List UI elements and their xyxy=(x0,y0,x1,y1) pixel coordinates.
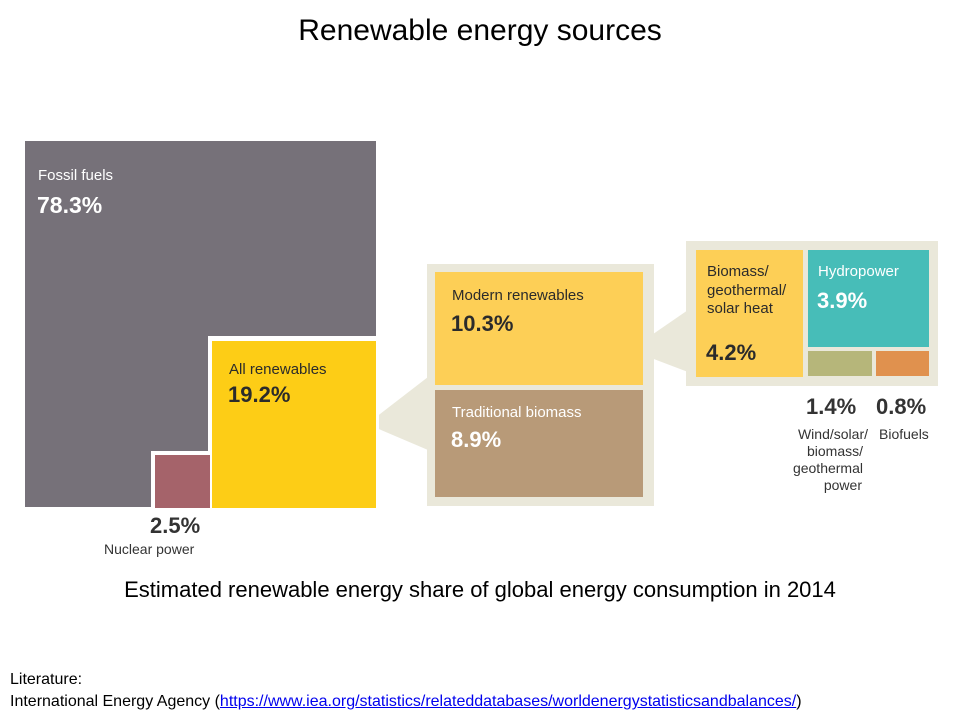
traditional-biomass-block xyxy=(435,390,643,497)
all-renewables-value: 19.2% xyxy=(228,382,290,407)
wind-solar-label-line-2: biomass/ xyxy=(807,443,863,459)
modern-renewables-label: Modern renewables xyxy=(452,287,584,304)
biofuels-label: Biofuels xyxy=(879,426,929,442)
fossil-fuels-label: Fossil fuels xyxy=(38,167,113,184)
wind-solar-label-line-1: Wind/solar/ xyxy=(798,426,868,442)
zoom-connector-modern xyxy=(630,310,688,372)
page-title: Renewable energy sources xyxy=(298,14,662,47)
traditional-biomass-value: 8.9% xyxy=(451,427,501,452)
hydropower-label: Hydropower xyxy=(818,263,899,280)
heat-label-line-2: geothermal/ xyxy=(707,282,787,299)
literature-heading: Literature: xyxy=(10,671,83,688)
literature-reference: International Energy Agency (https://www… xyxy=(10,693,802,711)
zoom-connector-renewables xyxy=(367,377,428,450)
modern-renewables-value: 10.3% xyxy=(451,311,513,336)
heat-value: 4.2% xyxy=(706,340,756,365)
energy-treemap-chart: Fossil fuels 78.3% All renewables 19.2% … xyxy=(25,141,938,557)
literature-source: International Energy Agency xyxy=(10,693,211,710)
hydropower-value: 3.9% xyxy=(817,288,867,313)
wind-solar-value: 1.4% xyxy=(806,394,856,419)
nuclear-power-value: 2.5% xyxy=(150,513,200,538)
heat-label-line-3: solar heat xyxy=(707,300,774,317)
literature-link[interactable]: https://www.iea.org/statistics/relatedda… xyxy=(219,693,797,710)
nuclear-power-block xyxy=(155,455,210,508)
open-paren: ( xyxy=(214,693,220,710)
wind-solar-power-block xyxy=(808,351,872,376)
wind-solar-label-line-4: power xyxy=(824,477,862,493)
heat-block xyxy=(696,250,803,377)
biofuels-value: 0.8% xyxy=(876,394,926,419)
heat-label-line-1: Biomass/ xyxy=(707,263,770,280)
modern-renewables-block xyxy=(435,272,643,385)
traditional-biomass-label: Traditional biomass xyxy=(452,404,582,421)
hydropower-block xyxy=(808,250,929,347)
fossil-fuels-value: 78.3% xyxy=(37,192,102,218)
chart-caption: Estimated renewable energy share of glob… xyxy=(124,577,836,602)
nuclear-power-label: Nuclear power xyxy=(104,541,195,557)
all-renewables-label: All renewables xyxy=(229,361,327,378)
close-paren: ) xyxy=(796,693,802,710)
all-renewables-block xyxy=(212,341,376,508)
biofuels-block xyxy=(876,351,929,376)
wind-solar-label-line-3: geothermal xyxy=(793,460,863,476)
